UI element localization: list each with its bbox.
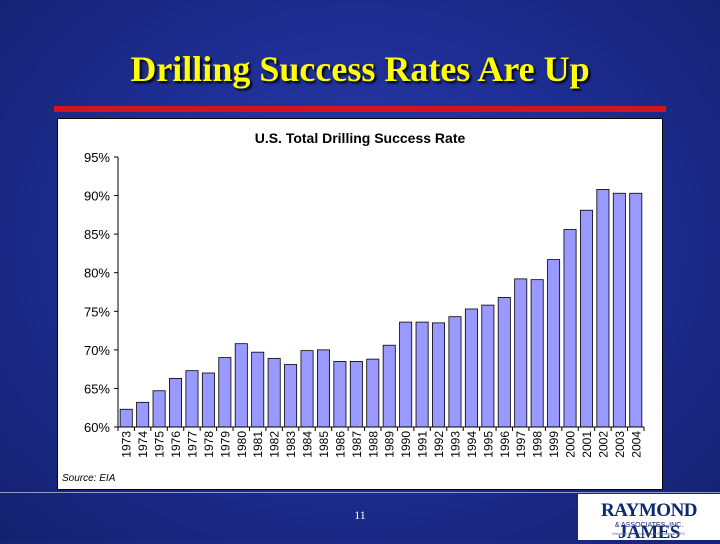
x-tick-label: 2002 bbox=[596, 431, 610, 458]
x-tick-label: 1995 bbox=[481, 431, 495, 458]
x-tick-label: 1986 bbox=[333, 431, 347, 458]
bar-1983 bbox=[284, 364, 298, 428]
x-tick-label: 1985 bbox=[317, 431, 331, 458]
x-tick-label: 1990 bbox=[399, 431, 413, 458]
x-tick-label: 1981 bbox=[251, 431, 265, 458]
y-tick-label: 85% bbox=[84, 227, 110, 242]
x-tick-label: 1987 bbox=[350, 431, 364, 458]
bar-1998 bbox=[530, 279, 544, 428]
x-tick-label: 1994 bbox=[465, 431, 479, 458]
y-tick-label: 60% bbox=[84, 420, 110, 435]
bars bbox=[119, 189, 643, 428]
y-tick-label: 75% bbox=[84, 304, 110, 319]
logo-subtitle: & ASSOCIATES, INC. bbox=[614, 522, 684, 529]
x-tick-label: 1977 bbox=[185, 431, 199, 458]
bar-1985 bbox=[316, 349, 330, 428]
bar-2000 bbox=[563, 229, 577, 428]
bar-1987 bbox=[349, 361, 363, 428]
x-tick-label: 1991 bbox=[416, 431, 430, 458]
x-tick-label: 1979 bbox=[218, 431, 232, 458]
bar-chart: U.S. Total Drilling Success Rate 60% 65% 7… bbox=[62, 130, 645, 484]
bar-1978 bbox=[201, 372, 215, 428]
bar-1975 bbox=[152, 390, 166, 428]
bar-1995 bbox=[481, 304, 495, 428]
bar-2001 bbox=[579, 209, 593, 428]
x-tick-label: 2003 bbox=[613, 431, 627, 458]
bar-1991 bbox=[415, 321, 429, 428]
bar-1994 bbox=[464, 308, 478, 428]
company-logo: RAYMOND JAMES & ASSOCIATES, INC. Member … bbox=[578, 494, 720, 543]
chart-title: U.S. Total Drilling Success Rate bbox=[255, 130, 466, 146]
bar-1997 bbox=[514, 278, 528, 428]
bar-1988 bbox=[366, 358, 380, 428]
bar-1992 bbox=[432, 322, 446, 428]
bar-1973 bbox=[119, 408, 133, 428]
bar-1977 bbox=[185, 370, 199, 428]
x-tick-label: 1998 bbox=[531, 431, 545, 458]
x-tick-label: 1975 bbox=[153, 431, 167, 458]
slide-number: 11 bbox=[354, 508, 366, 522]
bar-1976 bbox=[169, 377, 183, 428]
x-tick-label: 1976 bbox=[169, 431, 183, 458]
bar-1993 bbox=[448, 316, 462, 428]
bar-2004 bbox=[629, 192, 643, 428]
x-tick-label: 2004 bbox=[629, 431, 643, 458]
y-tick-label: 80% bbox=[84, 266, 110, 281]
x-tick-label: 1988 bbox=[366, 431, 380, 458]
logo-fine-print: Member New York Stock Exchange/SIPC bbox=[612, 531, 686, 536]
x-tick-label: 1983 bbox=[284, 431, 298, 458]
slide-title: Drilling Success Rates Are Up bbox=[130, 49, 590, 89]
bar-1979 bbox=[218, 357, 232, 428]
y-tick-label: 70% bbox=[84, 343, 110, 358]
x-tick-label: 1984 bbox=[301, 431, 315, 458]
x-tick-label: 1997 bbox=[514, 431, 528, 458]
x-tick-label: 1973 bbox=[120, 431, 134, 458]
bar-2002 bbox=[596, 189, 610, 428]
y-tick-label: 90% bbox=[84, 189, 110, 204]
y-axis: 60% 65% 70% 75% 80% 85% 90% 95% bbox=[84, 150, 119, 435]
bar-1999 bbox=[547, 259, 561, 428]
bar-1980 bbox=[234, 343, 248, 428]
x-tick-label: 2000 bbox=[564, 431, 578, 458]
chart-source: Source: EIA bbox=[62, 473, 116, 484]
x-tick-label: 2001 bbox=[580, 431, 594, 458]
logo-name: RAYMOND JAMES bbox=[600, 500, 698, 543]
y-tick-label: 65% bbox=[84, 381, 110, 396]
x-tick-label: 1989 bbox=[383, 431, 397, 458]
x-axis: 1973 1974 1975 1976 1977 1978 1979 1980 1981 1982… bbox=[117, 426, 645, 458]
footer-divider bbox=[0, 492, 720, 493]
bar-1989 bbox=[382, 344, 396, 428]
bar-1996 bbox=[497, 296, 511, 428]
y-tick-label: 95% bbox=[84, 150, 110, 165]
bar-1986 bbox=[333, 361, 347, 428]
x-tick-label: 1978 bbox=[202, 431, 216, 458]
bar-1982 bbox=[267, 357, 281, 428]
x-tick-label: 1980 bbox=[235, 431, 249, 458]
chart-panel: U.S. Total Drilling Success Rate 60% 65% 7… bbox=[57, 118, 663, 490]
bar-1984 bbox=[300, 350, 314, 428]
bar-2003 bbox=[612, 192, 626, 428]
x-tick-label: 1974 bbox=[136, 431, 150, 458]
x-tick-label: 1999 bbox=[547, 431, 561, 458]
title-underline bbox=[54, 106, 666, 112]
bar-1981 bbox=[251, 351, 265, 428]
x-tick-label: 1996 bbox=[498, 431, 512, 458]
x-tick-label: 1993 bbox=[448, 431, 462, 458]
bar-1990 bbox=[399, 321, 413, 428]
bar-1974 bbox=[136, 401, 150, 428]
x-tick-label: 1982 bbox=[268, 431, 282, 458]
x-tick-label: 1992 bbox=[432, 431, 446, 458]
